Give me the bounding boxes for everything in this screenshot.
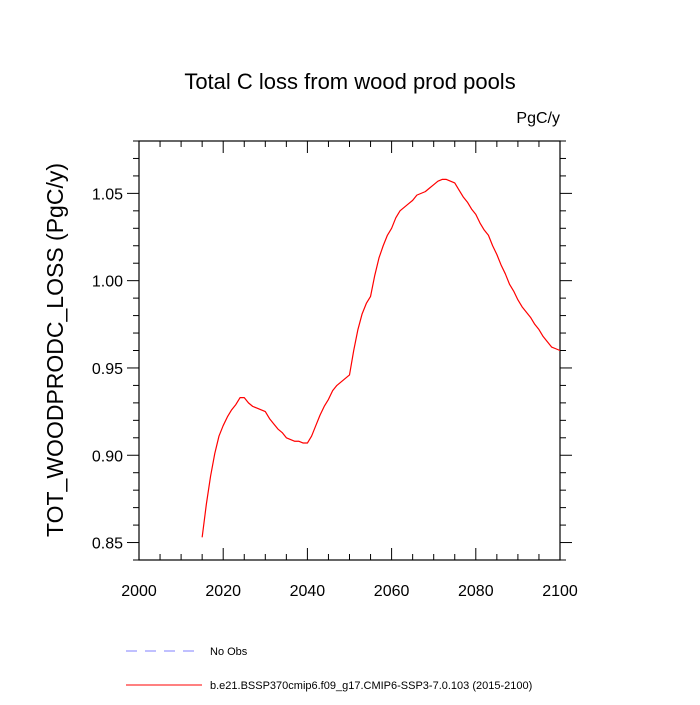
chart-title: Total C loss from wood prod pools [184,69,515,94]
series-line [201,178,561,538]
x-tick-label: 2060 [374,583,410,600]
y-tick-label: 1.05 [92,186,123,203]
y-tick-label: 0.85 [92,536,123,553]
y-tick-label: 0.90 [92,448,123,465]
y-axis-label: TOT_WOODPRODC_LOSS (PgC/y) [42,163,68,537]
units-label: PgC/y [516,110,560,127]
y-tick-label: 0.95 [92,361,123,378]
y-tick-label: 1.00 [92,274,123,291]
legend-label-no-obs: No Obs [210,646,248,658]
x-tick-label: 2100 [542,583,578,600]
legend: No Obs b.e21.BSSP370cmip6.f09_g17.CMIP6-… [126,646,532,692]
x-tick-label: 2040 [290,583,326,600]
x-tick-label: 2000 [121,583,157,600]
x-tick-label: 2080 [458,583,494,600]
plot-frame [138,140,561,561]
plot-area: 2000 2020 2040 2060 2080 2100 0.85 0.90 0.95 1.00… [92,140,578,600]
legend-label-model: b.e21.BSSP370cmip6.f09_g17.CMIP6-SSP3-7.… [210,680,532,692]
x-tick-label: 2020 [205,583,241,600]
